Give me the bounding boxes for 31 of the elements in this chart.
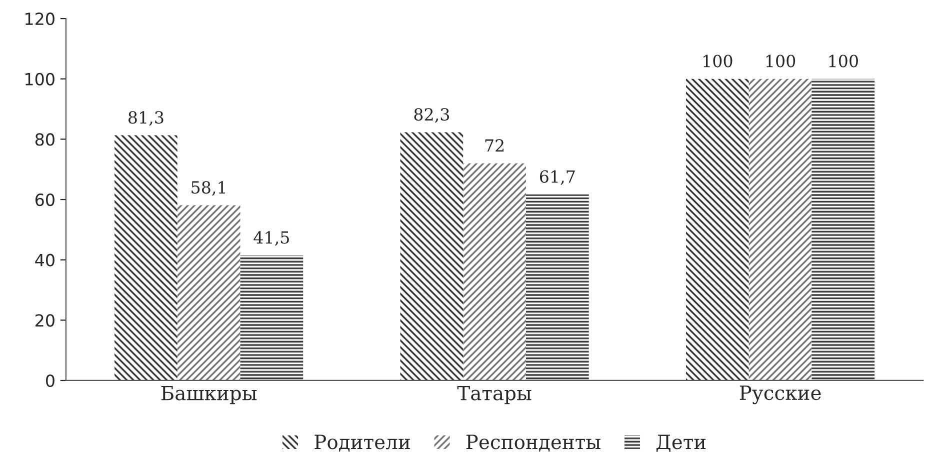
data-label: 100 — [704, 54, 732, 68]
legend-label: Респонденты — [466, 434, 600, 452]
bar — [114, 135, 178, 380]
bar — [812, 78, 875, 380]
data-label: 100 — [829, 54, 858, 68]
y-tick-label: 40 — [35, 254, 54, 266]
x-tick-label: Башкиры — [161, 386, 257, 404]
bar — [240, 255, 304, 380]
y-tick-label: 0 — [46, 374, 54, 388]
data-label: 61,7 — [540, 170, 575, 185]
y-tick-label: 60 — [35, 193, 54, 206]
bar — [748, 78, 812, 380]
bar — [463, 163, 526, 380]
y-tick-label: 20 — [36, 314, 54, 327]
bar — [686, 78, 749, 380]
y-tick-label: 100 — [26, 72, 54, 86]
data-label: 82,3 — [414, 108, 450, 123]
y-tick-label: 120 — [26, 12, 54, 26]
data-label: 81,3 — [128, 111, 164, 126]
y-tick-label: 80 — [35, 133, 54, 146]
x-tick-label: Татары — [457, 386, 532, 404]
bar — [400, 132, 464, 380]
legend-label: Родители — [314, 434, 410, 452]
data-label: 58,1 — [192, 181, 225, 196]
x-tick-label: Русские — [740, 386, 821, 404]
bar — [526, 194, 589, 380]
bar — [177, 205, 240, 380]
data-label: 41,5 — [254, 231, 289, 246]
legend-label: Дети — [656, 434, 706, 452]
data-label: 72 — [485, 139, 504, 152]
data-label: 100 — [766, 54, 796, 68]
